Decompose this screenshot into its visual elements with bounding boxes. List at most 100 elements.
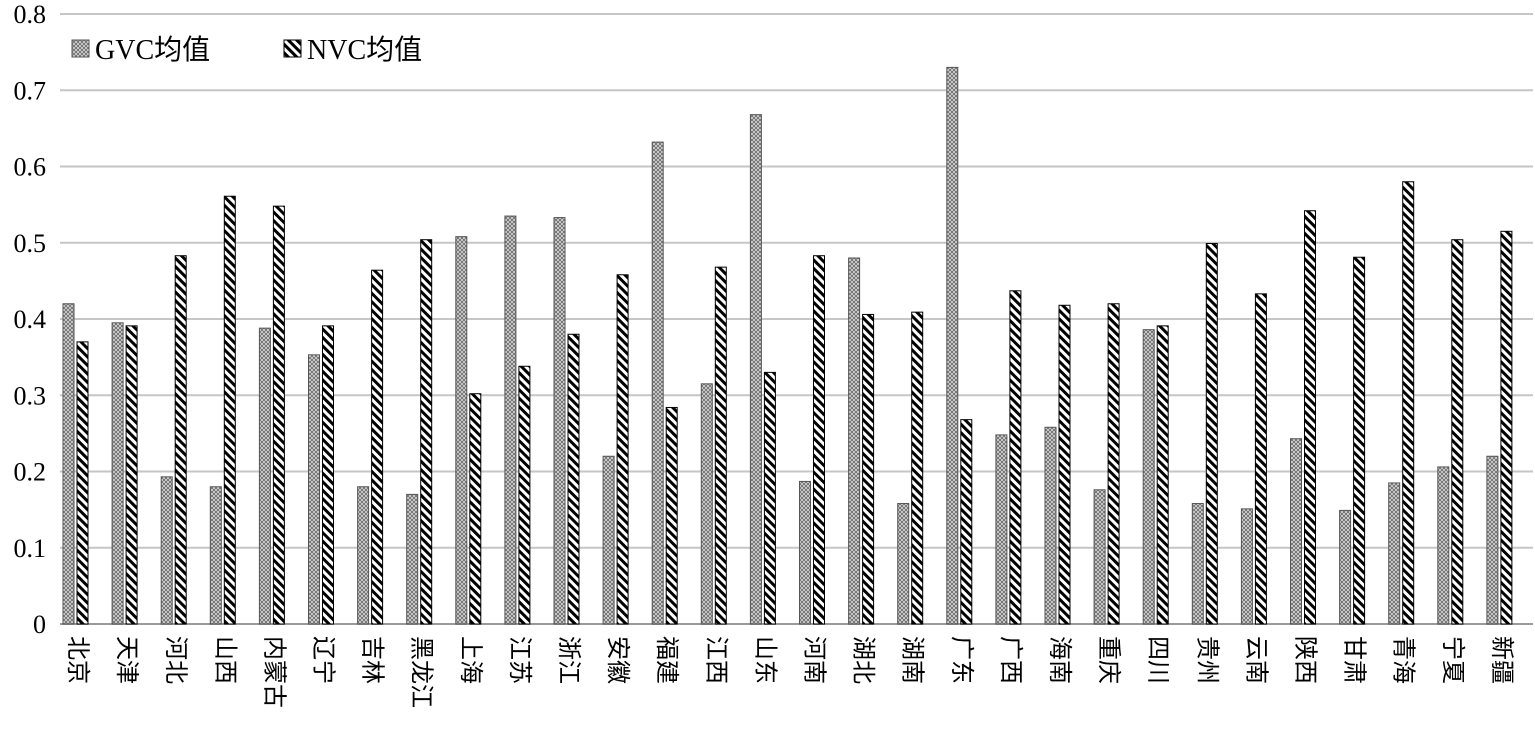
bar-nvc bbox=[223, 195, 236, 625]
bar-nvc bbox=[1009, 290, 1022, 625]
bar-gvc bbox=[209, 486, 222, 625]
bar-nvc bbox=[763, 371, 776, 625]
x-tick-label: 重庆 bbox=[1095, 636, 1123, 684]
legend-label-nvc: NVC均值 bbox=[307, 34, 422, 66]
bar-gvc bbox=[1240, 508, 1253, 625]
bar-nvc bbox=[76, 341, 89, 625]
bar-nvc bbox=[862, 313, 875, 625]
bar-nvc bbox=[1156, 325, 1169, 625]
bar-nvc bbox=[371, 269, 384, 625]
bar-gvc bbox=[553, 217, 566, 625]
x-tick-label: 江西 bbox=[702, 636, 730, 684]
bar-gvc bbox=[62, 303, 75, 625]
bar-nvc bbox=[469, 393, 482, 625]
bar-gvc bbox=[1290, 438, 1302, 625]
bar-gvc bbox=[749, 114, 762, 625]
x-tick-label: 福建 bbox=[653, 636, 681, 684]
bar-gvc bbox=[1142, 329, 1155, 625]
x-tick-label: 安徽 bbox=[604, 636, 632, 684]
bar-nvc bbox=[960, 419, 973, 625]
x-tick-label: 辽宁 bbox=[310, 636, 338, 684]
bar-nvc bbox=[1402, 181, 1415, 625]
x-tick-label: 黑龙江 bbox=[408, 636, 436, 708]
y-tick-label: 0.5 bbox=[14, 229, 47, 258]
bar-nvc bbox=[616, 274, 629, 625]
x-tick-label: 山东 bbox=[751, 636, 779, 684]
x-tick-label: 甘肃 bbox=[1341, 636, 1369, 684]
y-tick-label: 0 bbox=[33, 610, 46, 639]
x-axis-ticks: 北京 天津 河北 山西 内蒙古 辽宁 吉林 黑龙江 上海 江苏 浙江 安徽 福建 江西 山东 河南 湖北 湖南 广东… bbox=[64, 636, 1516, 708]
bar-nvc bbox=[1353, 256, 1366, 625]
x-tick-label: 湖南 bbox=[899, 636, 927, 684]
x-tick-label: 四川 bbox=[1144, 636, 1172, 684]
y-axis-ticks: 0 0.1 0.2 0.3 0.4 0.5 0.6 0.7 0.8 bbox=[14, 0, 47, 639]
bar-gvc bbox=[1339, 509, 1352, 625]
x-tick-label: 河北 bbox=[162, 636, 190, 684]
bar-nvc bbox=[1058, 304, 1071, 625]
y-tick-label: 0.6 bbox=[14, 153, 47, 182]
x-tick-label: 云南 bbox=[1242, 636, 1270, 684]
bar-gvc bbox=[160, 476, 173, 625]
y-tick-label: 0.8 bbox=[14, 0, 47, 29]
bar-nvc bbox=[125, 325, 138, 625]
y-tick-label: 0.2 bbox=[14, 458, 47, 487]
bar-nvc bbox=[714, 266, 727, 625]
bar-nvc bbox=[1304, 210, 1316, 625]
bar-gvc bbox=[1486, 455, 1499, 625]
bar-gvc bbox=[504, 215, 517, 625]
bar-gvc bbox=[1191, 503, 1204, 625]
x-tick-label: 天津 bbox=[113, 636, 141, 684]
bar-nvc bbox=[911, 311, 924, 625]
x-tick-label: 广东 bbox=[948, 636, 976, 684]
x-tick-label: 山西 bbox=[211, 636, 239, 684]
bar-gvc bbox=[111, 322, 124, 625]
x-tick-label: 宁夏 bbox=[1439, 636, 1467, 684]
x-tick-label: 北京 bbox=[64, 636, 92, 684]
bar-gvc bbox=[1437, 466, 1450, 625]
bar-nvc bbox=[1451, 239, 1464, 625]
bar-nvc bbox=[518, 365, 531, 625]
bar-nvc bbox=[1107, 303, 1120, 625]
x-tick-label: 湖北 bbox=[850, 636, 878, 684]
bar-gvc bbox=[455, 236, 468, 625]
x-tick-label: 浙江 bbox=[555, 636, 583, 684]
bar-nvc bbox=[272, 205, 285, 625]
legend: GVC均值 NVC均值 bbox=[71, 34, 422, 66]
bar-gvc bbox=[1044, 426, 1057, 625]
bar-nvc bbox=[322, 325, 334, 625]
bar-nvc bbox=[567, 333, 580, 625]
y-tick-label: 0.4 bbox=[14, 305, 47, 334]
bar-nvc bbox=[665, 406, 678, 625]
gridlines bbox=[60, 13, 1533, 625]
legend-swatch-gvc bbox=[71, 39, 90, 58]
bar-gvc bbox=[946, 66, 959, 625]
legend-label-gvc: GVC均值 bbox=[95, 34, 210, 66]
bar-gvc bbox=[1093, 489, 1106, 625]
bar-gvc bbox=[700, 383, 713, 625]
bar-gvc bbox=[651, 141, 664, 625]
bars bbox=[62, 66, 1513, 625]
bar-gvc bbox=[1388, 482, 1401, 625]
bar-nvc bbox=[1205, 243, 1218, 625]
bar-gvc bbox=[799, 480, 811, 625]
x-tick-label: 吉林 bbox=[359, 636, 387, 684]
bar-nvc bbox=[1254, 293, 1267, 625]
bar-gvc bbox=[357, 486, 370, 625]
x-tick-label: 河南 bbox=[801, 636, 829, 684]
bar-nvc bbox=[174, 255, 187, 625]
bar-gvc bbox=[258, 327, 271, 625]
x-tick-label: 内蒙古 bbox=[260, 636, 288, 708]
bar-gvc bbox=[406, 493, 419, 625]
x-tick-label: 青海 bbox=[1390, 636, 1418, 684]
bar-gvc bbox=[897, 503, 910, 625]
bar-gvc bbox=[308, 354, 320, 625]
x-tick-label: 贵州 bbox=[1193, 636, 1221, 684]
x-tick-label: 陕西 bbox=[1292, 636, 1320, 684]
bar-nvc bbox=[420, 239, 433, 625]
bar-nvc bbox=[1500, 230, 1513, 625]
x-tick-label: 上海 bbox=[457, 636, 485, 684]
legend-swatch-nvc bbox=[283, 39, 302, 58]
x-tick-label: 海南 bbox=[1046, 636, 1074, 684]
y-tick-label: 0.7 bbox=[14, 76, 47, 105]
